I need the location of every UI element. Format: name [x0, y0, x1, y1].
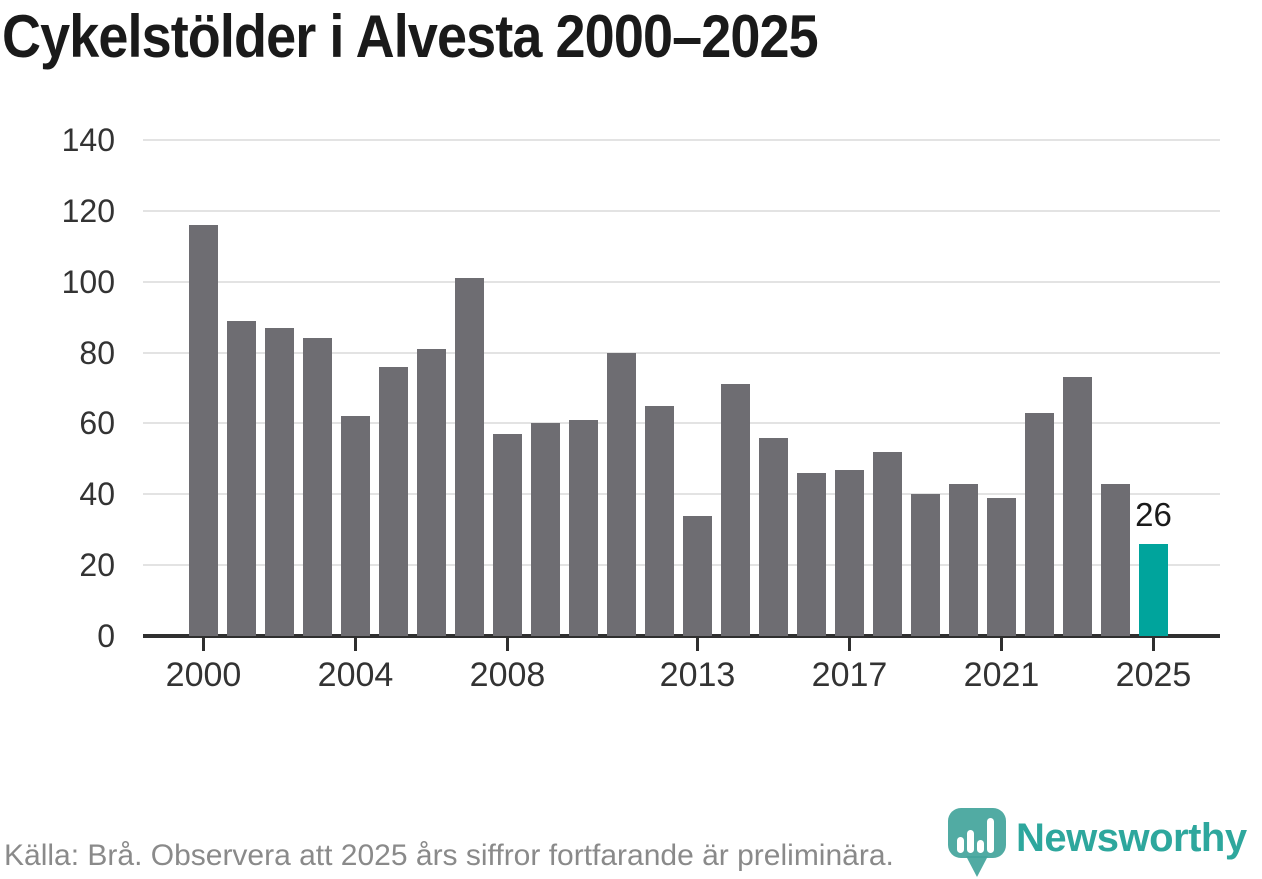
bar-2009 — [531, 423, 560, 636]
x-axis-tick-2004 — [354, 638, 357, 651]
x-axis-tick-2013 — [696, 638, 699, 651]
newsworthy-pin-icon — [948, 808, 1006, 877]
y-axis-tick-label-140: 140 — [61, 122, 115, 158]
gridline-y-140 — [143, 139, 1220, 141]
x-axis-tick-label-2017: 2017 — [811, 656, 888, 694]
bar-2003 — [303, 338, 332, 636]
bar-2020 — [949, 483, 978, 636]
x-axis-tick-label-2013: 2013 — [659, 656, 736, 694]
bar-2021 — [987, 497, 1016, 636]
x-axis-tick-2017 — [848, 638, 851, 651]
plot-area: 26 — [143, 139, 1220, 638]
newsworthy-logo: Newsworthy — [946, 806, 1247, 879]
x-axis-line — [143, 634, 1220, 638]
y-axis-tick-label-120: 120 — [61, 192, 115, 229]
gridline-y-80 — [143, 351, 1220, 354]
y-axis-tick-label-100: 100 — [61, 263, 115, 300]
x-axis-tick-label-2008: 2008 — [469, 656, 546, 694]
bar-2014 — [721, 384, 750, 636]
bar-2025 — [1139, 543, 1168, 636]
gridline-y-40 — [143, 493, 1220, 496]
bar-2005 — [379, 366, 408, 636]
bar-2022 — [1025, 412, 1054, 636]
chart-title: Cykelstölder i Alvesta 2000–2025 — [2, 3, 819, 70]
bar-2016 — [797, 473, 826, 636]
bar-2001 — [227, 320, 256, 636]
y-axis-tick-label-20: 20 — [79, 547, 115, 584]
gridline-y-20 — [143, 564, 1220, 567]
x-axis-tick-2025 — [1152, 638, 1155, 651]
x-axis-tick-label-2025: 2025 — [1115, 656, 1192, 694]
highlight-value-label: 26 — [1135, 495, 1172, 533]
bar-2008 — [493, 434, 522, 636]
newsworthy-wordmark: Newsworthy — [1016, 816, 1247, 860]
x-axis-tick-label-2004: 2004 — [317, 656, 394, 694]
footer: Källa: Brå. Observera att 2025 års siffr… — [0, 833, 1262, 879]
bar-2024 — [1101, 483, 1130, 636]
bar-2011 — [607, 352, 636, 636]
bar-2023 — [1063, 377, 1092, 636]
bar-2015 — [759, 437, 788, 636]
x-axis-tick-2008 — [506, 638, 509, 651]
bar-2019 — [911, 494, 940, 636]
gridline-y-60 — [143, 422, 1220, 425]
bar-2004 — [341, 416, 370, 636]
bar-2013 — [683, 515, 712, 636]
bar-2010 — [569, 419, 598, 636]
y-axis-tick-label-0: 0 — [97, 618, 115, 654]
y-axis-tick-label-60: 60 — [79, 405, 115, 442]
bar-2012 — [645, 405, 674, 636]
x-axis-tick-2021 — [1000, 638, 1003, 651]
x-axis-tick-label-2021: 2021 — [963, 656, 1040, 694]
x-axis-tick-2000 — [202, 638, 205, 651]
gridline-y-100 — [143, 280, 1220, 283]
bar-2018 — [873, 451, 902, 636]
y-axis-tick-label-40: 40 — [79, 476, 115, 513]
source-note: Källa: Brå. Observera att 2025 års siffr… — [4, 839, 894, 872]
bar-2000 — [189, 225, 218, 636]
bar-2002 — [265, 327, 294, 636]
bar-2017 — [835, 469, 864, 636]
bar-2006 — [417, 349, 446, 636]
bar-2007 — [455, 278, 484, 636]
gridline-y-120 — [143, 209, 1220, 212]
y-axis-tick-label-80: 80 — [79, 334, 115, 371]
x-axis-tick-label-2000: 2000 — [165, 656, 242, 694]
